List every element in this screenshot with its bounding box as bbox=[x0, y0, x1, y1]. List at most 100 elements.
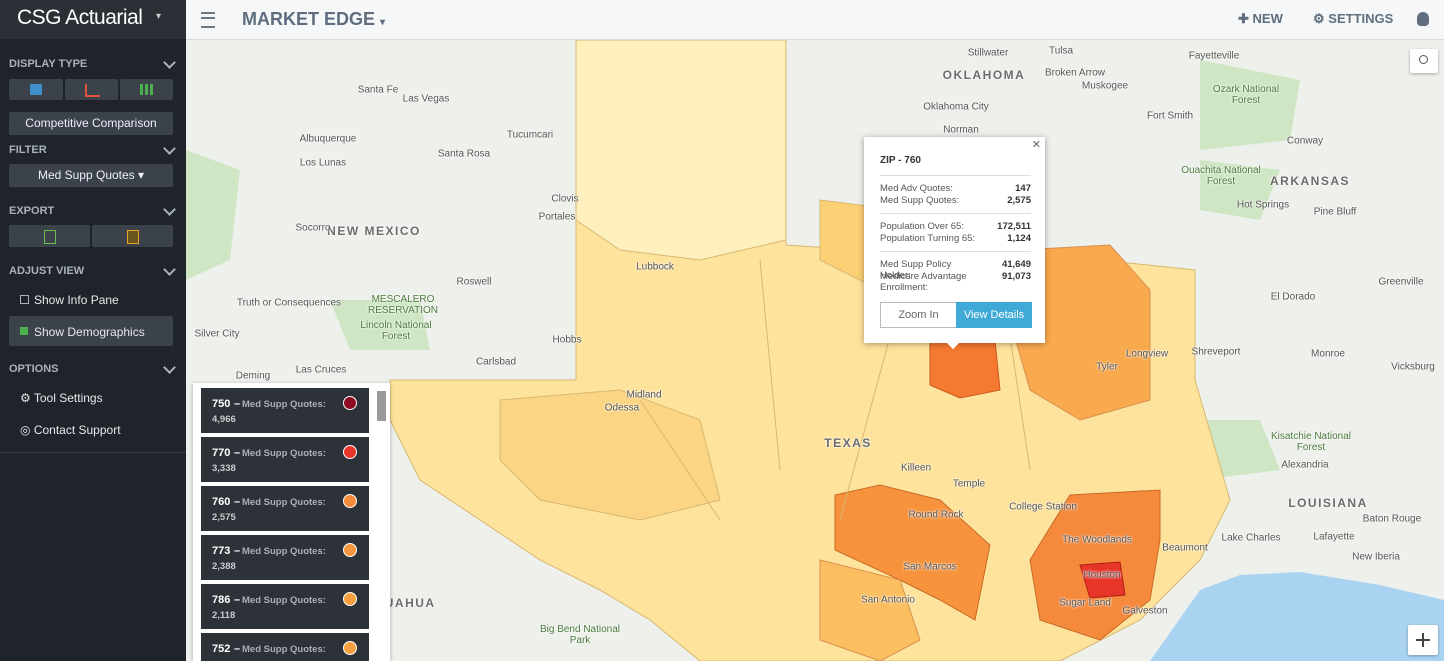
zip-card[interactable]: 786– Med Supp Quotes: 2,118 bbox=[201, 584, 369, 629]
divider bbox=[880, 251, 1031, 252]
comparison-button[interactable]: Competitive Comparison bbox=[9, 112, 173, 135]
map-label: Norman bbox=[943, 124, 979, 136]
export-image[interactable] bbox=[92, 225, 173, 247]
map-label: Odessa bbox=[604, 402, 640, 414]
zip-list: 750– Med Supp Quotes: 4,966 770– Med Supp Qu… bbox=[193, 383, 390, 661]
map-label: Lincoln National Forest bbox=[360, 320, 432, 342]
zip-code: 770 bbox=[212, 447, 231, 459]
brand[interactable]: CSG Actuarial bbox=[17, 6, 143, 29]
metric-label: Med Supp Quotes: bbox=[242, 546, 326, 557]
section-header[interactable]: DISPLAY TYPE bbox=[9, 58, 88, 70]
app-title[interactable]: MARKET EDGE ▾ bbox=[242, 9, 385, 30]
map-label: Los Lunas bbox=[299, 157, 347, 169]
metric-label: Med Supp Quotes: bbox=[242, 595, 326, 606]
export-excel[interactable] bbox=[9, 225, 90, 247]
section-header[interactable]: OPTIONS bbox=[9, 363, 59, 375]
metric-label: Med Supp Quotes: bbox=[242, 644, 326, 655]
settings-text: SETTINGS bbox=[1328, 11, 1394, 26]
caret: ▾ bbox=[380, 17, 386, 28]
zip-code: 773 bbox=[212, 545, 231, 557]
metric-value: 3,338 bbox=[212, 463, 236, 474]
zip-card[interactable]: 770– Med Supp Quotes: 3,338 bbox=[201, 437, 369, 482]
map-label: Beaumont bbox=[1162, 542, 1208, 554]
zip-region bbox=[499, 389, 721, 521]
map-label: College Station bbox=[1009, 501, 1077, 513]
map-label: Hobbs bbox=[552, 334, 582, 346]
settings-button[interactable]: ⚙ SETTINGS bbox=[1313, 11, 1394, 26]
map-label: Galveston bbox=[1122, 605, 1168, 617]
map-label: NEW MEXICO bbox=[327, 224, 421, 238]
map-label: San Antonio bbox=[861, 594, 915, 606]
zip-card[interactable]: 773– Med Supp Quotes: 2,388 bbox=[201, 535, 369, 580]
zoom-button[interactable] bbox=[1408, 625, 1438, 655]
zip-card[interactable]: 750– Med Supp Quotes: 4,966 bbox=[201, 388, 369, 433]
info-value: 91,073 bbox=[1001, 271, 1031, 282]
menu-icon[interactable] bbox=[201, 12, 215, 28]
option-label[interactable]: Show Demographics bbox=[34, 325, 145, 339]
grid-view-button[interactable] bbox=[120, 79, 173, 100]
popup-title: ZIP - 760 bbox=[880, 155, 921, 166]
map-label: Alexandria bbox=[1281, 459, 1329, 471]
map-label: Broken Arrow bbox=[1044, 67, 1106, 79]
separator: – bbox=[234, 447, 241, 459]
zip-code: 752 bbox=[212, 643, 231, 655]
map-label: TEXAS bbox=[824, 436, 872, 450]
map-label: Vicksburg bbox=[1391, 361, 1435, 373]
sidebar: CSG Actuarial ▾ DISPLAY TYPE Competitive… bbox=[0, 0, 186, 661]
checkbox[interactable] bbox=[20, 295, 29, 304]
info-label: Med Adv Quotes: bbox=[880, 183, 953, 194]
map-label: Midland bbox=[626, 389, 662, 401]
section-header[interactable]: EXPORT bbox=[9, 205, 55, 217]
view-details-button[interactable]: View Details bbox=[956, 302, 1032, 328]
info-label: Population Over 65: bbox=[880, 221, 964, 232]
map-label: Lubbock bbox=[636, 261, 674, 273]
metric-label: Med Supp Quotes: bbox=[242, 497, 326, 508]
chart-view-button[interactable] bbox=[65, 79, 118, 100]
info-popup: ✕ ZIP - 760 Med Adv Quotes: 147 Med Supp Q… bbox=[864, 137, 1045, 350]
map-label: ARKANSAS bbox=[1269, 174, 1351, 188]
map-label: Stillwater bbox=[967, 47, 1009, 59]
tool-settings[interactable]: ⚙ Tool Settings bbox=[20, 391, 103, 405]
checkbox[interactable] bbox=[20, 327, 28, 335]
map-label: Clovis bbox=[551, 193, 579, 205]
search-button[interactable] bbox=[1410, 49, 1438, 73]
metric-label: Med Supp Quotes: bbox=[242, 399, 326, 410]
map-label: Sugar Land bbox=[1059, 597, 1111, 609]
close-button[interactable]: ✕ bbox=[1031, 139, 1041, 151]
demographics-toggle[interactable] bbox=[9, 316, 173, 346]
map-view-button[interactable] bbox=[9, 79, 63, 100]
map-label: Killeen bbox=[900, 462, 932, 474]
map-label: Houston bbox=[1083, 569, 1121, 581]
info-value: 1,124 bbox=[1007, 233, 1031, 244]
bug-icon[interactable] bbox=[1417, 12, 1429, 26]
map-label: Hot Springs bbox=[1236, 199, 1290, 211]
map-label: Albuquerque bbox=[299, 133, 357, 145]
divider bbox=[0, 452, 186, 453]
separator: – bbox=[234, 643, 241, 655]
new-button[interactable]: ✚ NEW bbox=[1238, 11, 1283, 26]
zip-code: 750 bbox=[212, 398, 231, 410]
contact-support[interactable]: ◎ Contact Support bbox=[20, 423, 121, 437]
info-value: 147 bbox=[1015, 183, 1031, 194]
map-label: San Marcos bbox=[903, 561, 957, 573]
map-label: Portales bbox=[538, 211, 576, 223]
zip-border bbox=[639, 259, 1031, 521]
map-label: MESCALERO RESERVATION bbox=[367, 294, 438, 316]
zip-card[interactable]: 752– Med Supp Quotes: bbox=[201, 633, 369, 661]
option-label[interactable]: Show Info Pane bbox=[34, 293, 119, 307]
map-label: Las Vegas bbox=[402, 93, 450, 105]
map-label: Lake Charles bbox=[1221, 532, 1281, 544]
section-header[interactable]: ADJUST VIEW bbox=[9, 265, 85, 277]
section-header[interactable]: FILTER bbox=[9, 144, 47, 156]
zoom-in-button[interactable]: Zoom In bbox=[880, 302, 957, 328]
color-dot bbox=[343, 445, 357, 459]
zip-card[interactable]: 760– Med Supp Quotes: 2,575 bbox=[201, 486, 369, 531]
divider bbox=[880, 175, 1031, 176]
scrollbar[interactable] bbox=[377, 391, 386, 421]
filter-dropdown[interactable]: Med Supp Quotes ▾ bbox=[9, 164, 173, 187]
title-text: MARKET EDGE bbox=[242, 9, 376, 29]
metric-value: 4,966 bbox=[212, 414, 236, 425]
filter-value: Med Supp Quotes bbox=[37, 168, 135, 182]
info-value: 2,575 bbox=[1007, 195, 1031, 206]
zip-region bbox=[834, 484, 991, 621]
